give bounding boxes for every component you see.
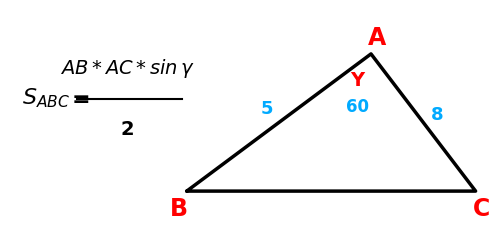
Text: A: A [368,26,386,50]
Text: Y: Y [351,71,365,90]
Text: $\mathbf{2}$: $\mathbf{2}$ [120,120,134,139]
Text: $\mathbf{\mathit{AB * AC * sin\,\gamma}}$: $\mathbf{\mathit{AB * AC * sin\,\gamma}}… [60,57,194,80]
Text: $\mathbf{=}$: $\mathbf{=}$ [67,88,90,108]
Text: B: B [170,197,188,221]
Text: C: C [473,197,490,221]
Text: 5: 5 [260,100,273,118]
Text: 8: 8 [431,106,444,124]
Text: 60: 60 [346,98,369,116]
Text: $\mathbf{\mathit{S}}_{\mathbf{\mathit{ABC}}}$: $\mathbf{\mathit{S}}_{\mathbf{\mathit{AB… [22,86,71,110]
